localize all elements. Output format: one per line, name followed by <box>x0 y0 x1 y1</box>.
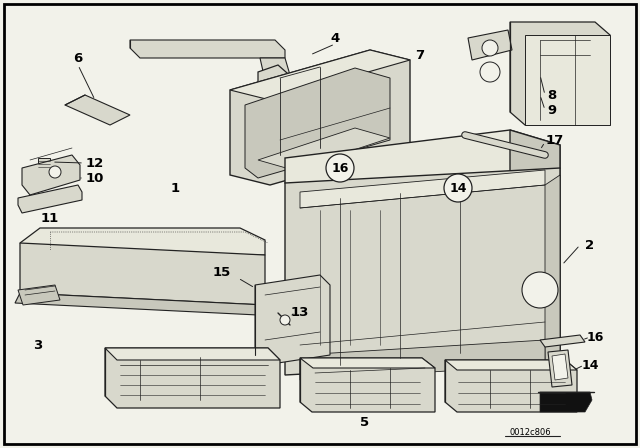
Polygon shape <box>255 275 330 365</box>
Polygon shape <box>245 68 390 178</box>
Polygon shape <box>20 228 265 255</box>
Polygon shape <box>260 58 290 80</box>
Polygon shape <box>300 358 435 368</box>
Polygon shape <box>38 158 50 168</box>
Text: 14: 14 <box>581 358 599 371</box>
Text: 16: 16 <box>332 161 349 175</box>
Polygon shape <box>258 128 390 170</box>
Text: 6: 6 <box>74 52 83 65</box>
Polygon shape <box>510 22 610 125</box>
Text: 10: 10 <box>86 172 104 185</box>
Circle shape <box>522 272 558 308</box>
Polygon shape <box>445 360 577 370</box>
Polygon shape <box>15 293 265 315</box>
Polygon shape <box>445 360 577 412</box>
Polygon shape <box>65 95 130 125</box>
Polygon shape <box>22 155 80 195</box>
Circle shape <box>480 62 500 82</box>
Circle shape <box>482 40 498 56</box>
Text: 4: 4 <box>330 31 340 44</box>
Text: 17: 17 <box>546 134 564 146</box>
Polygon shape <box>540 335 585 347</box>
Text: 9: 9 <box>547 103 557 116</box>
Polygon shape <box>18 185 82 213</box>
Text: 16: 16 <box>586 331 604 344</box>
Text: 3: 3 <box>33 339 43 352</box>
Polygon shape <box>20 243 265 305</box>
Polygon shape <box>230 50 410 185</box>
Polygon shape <box>258 65 295 100</box>
Text: 8: 8 <box>547 89 557 102</box>
Polygon shape <box>105 348 280 360</box>
Text: 11: 11 <box>41 211 59 224</box>
Polygon shape <box>552 354 568 380</box>
Circle shape <box>326 154 354 182</box>
Polygon shape <box>300 358 435 412</box>
Text: 2: 2 <box>586 238 595 251</box>
Text: 15: 15 <box>213 266 231 279</box>
Text: 12: 12 <box>86 156 104 169</box>
Text: 14: 14 <box>449 181 467 194</box>
Circle shape <box>444 174 472 202</box>
Polygon shape <box>130 40 285 58</box>
Text: 0012c806: 0012c806 <box>509 427 551 436</box>
Polygon shape <box>285 168 560 375</box>
Text: 5: 5 <box>360 415 369 428</box>
Circle shape <box>49 166 61 178</box>
Polygon shape <box>300 170 545 208</box>
Polygon shape <box>285 130 560 198</box>
Polygon shape <box>300 340 545 380</box>
Polygon shape <box>545 175 560 365</box>
Text: 13: 13 <box>291 306 309 319</box>
Circle shape <box>280 315 290 325</box>
Polygon shape <box>540 392 592 412</box>
Polygon shape <box>468 30 512 60</box>
Text: 7: 7 <box>415 48 424 61</box>
Polygon shape <box>105 348 280 408</box>
Polygon shape <box>230 50 410 100</box>
Polygon shape <box>548 350 572 387</box>
Polygon shape <box>510 130 560 375</box>
Polygon shape <box>240 80 278 108</box>
Polygon shape <box>18 285 60 305</box>
Text: 1: 1 <box>170 181 180 194</box>
Polygon shape <box>525 35 610 125</box>
